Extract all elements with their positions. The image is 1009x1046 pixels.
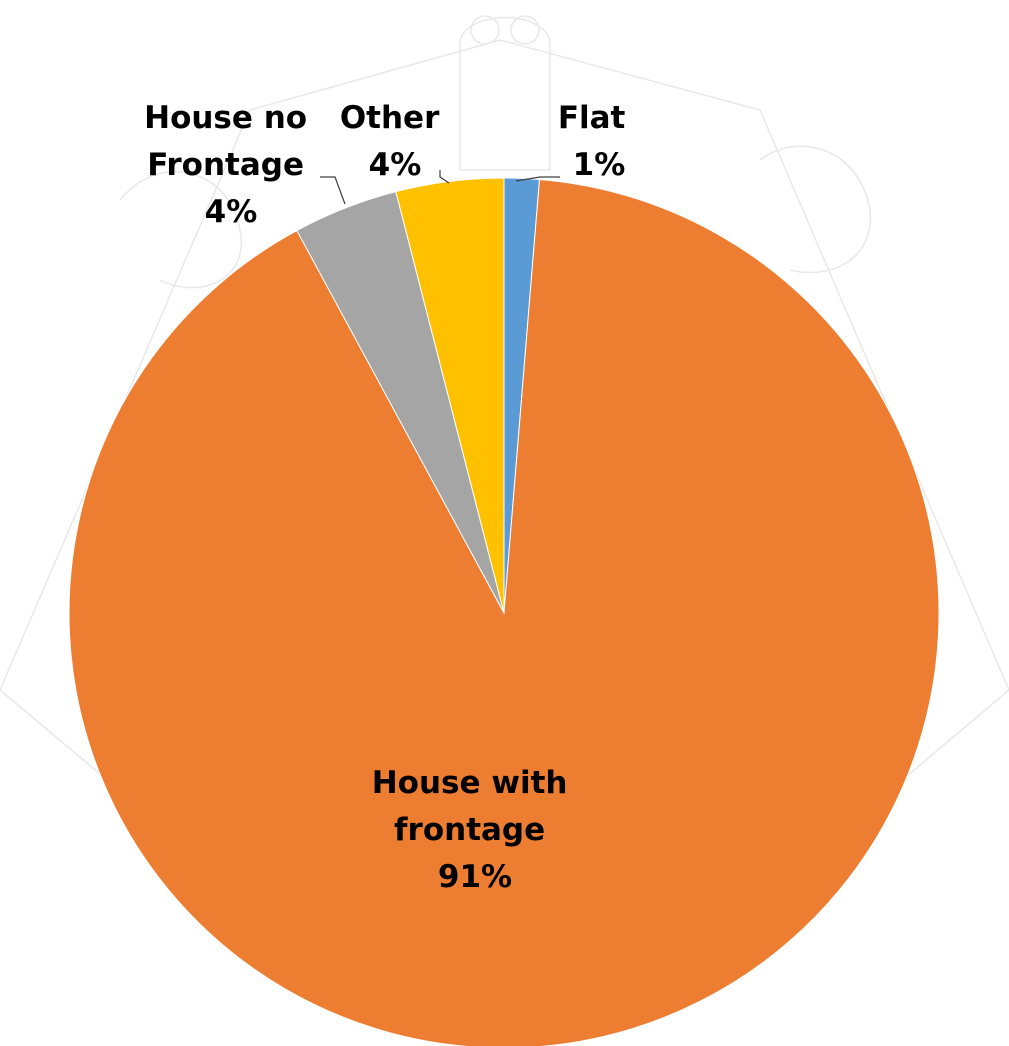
label-other-line1: Other (340, 100, 440, 136)
leader-line-flat (515, 176, 560, 182)
data-labels: Flat 1% Other 4% House no Frontage 4% Ho… (144, 100, 636, 895)
leader-lines (320, 170, 560, 205)
label-flat: Flat 1% (558, 100, 636, 183)
pie-slice-other (395, 177, 505, 614)
label-other-line2: 4% (369, 147, 422, 183)
label-house-with-frontage-line2: frontage (394, 812, 545, 848)
leader-line-house-no-frontage (320, 176, 346, 205)
label-house-no-frontage-line1: House no (144, 100, 307, 136)
label-house-with-frontage: House with frontage 91% (372, 765, 579, 895)
label-house-no-frontage: House no Frontage 4% (144, 100, 318, 230)
label-house-no-frontage-line2: Frontage (147, 147, 304, 183)
label-house-no-frontage-line3: 4% (205, 194, 258, 230)
label-house-with-frontage-line1: House with (372, 765, 568, 801)
label-flat-line1: Flat (558, 100, 626, 136)
label-flat-line2: 1% (573, 147, 626, 183)
pie-slice-house-with-frontage (68, 178, 940, 1046)
label-other: Other 4% (340, 100, 450, 183)
pie-slices (68, 177, 940, 1046)
label-house-with-frontage-line3: 91% (438, 859, 512, 895)
leader-line-other (439, 170, 450, 184)
